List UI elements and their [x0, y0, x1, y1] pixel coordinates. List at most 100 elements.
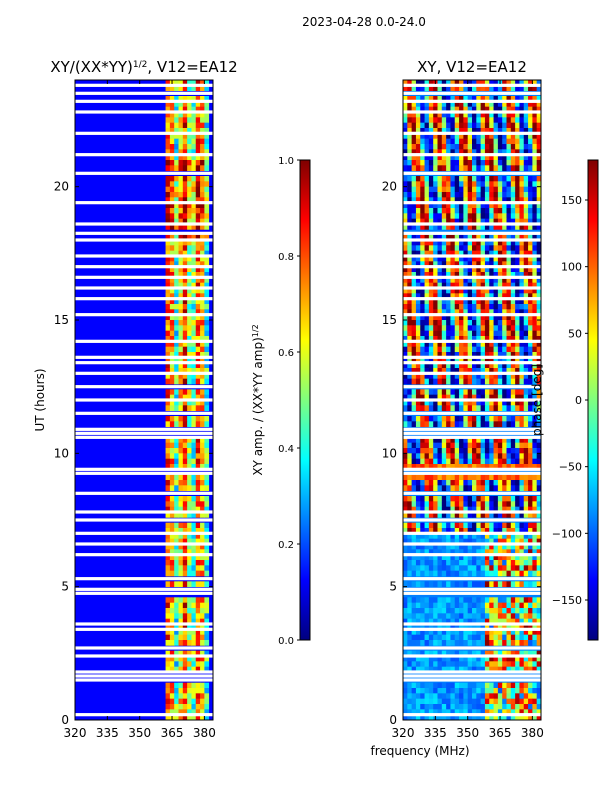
- phase-cell: [497, 224, 503, 230]
- phase-cell: [437, 336, 443, 342]
- phase-cell: [420, 656, 425, 662]
- phase-cell: [454, 181, 460, 188]
- phase-cell: [467, 570, 473, 577]
- amp-cell: [174, 213, 179, 220]
- amp-cell: [191, 176, 197, 182]
- amp-cell: [165, 336, 171, 342]
- amp-cell: [169, 698, 175, 705]
- phase-cell: [403, 634, 408, 641]
- phase-cell: [497, 165, 503, 172]
- phase-cell: [519, 202, 525, 209]
- phase-cell: [536, 474, 542, 481]
- phase-cell: [515, 544, 520, 550]
- amp-cell: [191, 138, 197, 145]
- phase-cell: [532, 570, 538, 577]
- phase-cell: [428, 549, 434, 556]
- phase-cell: [472, 458, 477, 465]
- data-gap-stripe: [75, 254, 213, 258]
- amp-cell: [204, 245, 210, 252]
- phase-cell: [480, 346, 486, 353]
- phase-cell: [437, 373, 443, 380]
- phase-cell: [519, 501, 525, 508]
- phase-cell: [480, 405, 486, 412]
- phase-cell: [502, 613, 507, 620]
- phase-cell: [459, 101, 464, 108]
- amp-cell: [165, 245, 171, 252]
- amp-cell: [169, 528, 175, 534]
- amp-cell: [191, 613, 197, 620]
- phase-cell: [497, 480, 503, 486]
- phase-cell: [536, 160, 542, 166]
- data-gap-stripe: [403, 313, 541, 317]
- phase-cell: [480, 437, 486, 444]
- phase-cell: [403, 298, 408, 305]
- phase-cell: [489, 538, 494, 545]
- amp-cell: [187, 688, 192, 694]
- phase-cell: [484, 448, 490, 454]
- phase-cell: [441, 80, 447, 86]
- phase-cell: [454, 357, 460, 364]
- amp-cell: [195, 437, 201, 444]
- amp-cell: [174, 640, 179, 646]
- phase-cell: [433, 149, 438, 156]
- phase-cell: [459, 106, 464, 113]
- phase-cell: [519, 698, 525, 705]
- phase-cell: [463, 640, 469, 646]
- phase-cell: [532, 608, 538, 614]
- phase-cell: [415, 698, 421, 705]
- amp-cell: [182, 656, 188, 662]
- phase-cell: [437, 325, 443, 332]
- phase-cell: [424, 688, 430, 694]
- phase-cell: [441, 122, 447, 129]
- amp-cell: [165, 698, 171, 705]
- amp-cell: [191, 85, 197, 92]
- phase-cell: [523, 373, 529, 380]
- phase-cell: [407, 688, 413, 694]
- phase-cell: [523, 458, 529, 465]
- phase-cell: [489, 293, 494, 300]
- phase-cell: [484, 581, 490, 588]
- phase-cell: [437, 192, 443, 198]
- phase-cell: [420, 682, 425, 689]
- phase-cell: [415, 80, 421, 86]
- phase-cell: [441, 656, 447, 662]
- amp-cell: [200, 106, 205, 113]
- phase-cell: [463, 624, 469, 630]
- amp-cell: [165, 512, 171, 518]
- phase-cell: [532, 362, 538, 369]
- phase-cell: [515, 538, 520, 545]
- phase-cell: [506, 117, 512, 124]
- phase-cell: [532, 133, 538, 140]
- phase-cell: [441, 506, 447, 513]
- phase-cell: [433, 117, 438, 124]
- phase-cell: [480, 341, 486, 348]
- phase-cell: [472, 197, 477, 204]
- phase-cell: [463, 106, 469, 113]
- data-gap-stripe: [75, 531, 213, 535]
- phase-cell: [476, 186, 482, 193]
- amp-cell: [195, 565, 201, 572]
- phase-cell: [510, 298, 516, 305]
- phase-cell: [415, 128, 421, 134]
- phase-cell: [420, 298, 425, 305]
- phase-cell: [467, 389, 473, 396]
- amp-cell: [187, 298, 192, 305]
- amp-cell: [169, 117, 175, 124]
- phase-cell: [420, 560, 425, 566]
- phase-cell: [523, 378, 529, 385]
- phase-cell: [463, 208, 469, 214]
- phase-cell: [480, 458, 486, 465]
- phase-cell: [407, 394, 413, 401]
- phase-cell: [536, 165, 542, 172]
- phase-cell: [424, 650, 430, 657]
- phase-cell: [450, 261, 456, 268]
- data-gap-stripe: [75, 361, 213, 365]
- phase-cell: [463, 288, 469, 294]
- phase-cell: [497, 352, 503, 358]
- phase-cell: [528, 565, 533, 572]
- phase-cell: [536, 394, 542, 401]
- phase-cell: [536, 608, 542, 614]
- phase-cell: [493, 309, 499, 316]
- amp-cell: [182, 208, 188, 214]
- phase-cell: [532, 138, 538, 145]
